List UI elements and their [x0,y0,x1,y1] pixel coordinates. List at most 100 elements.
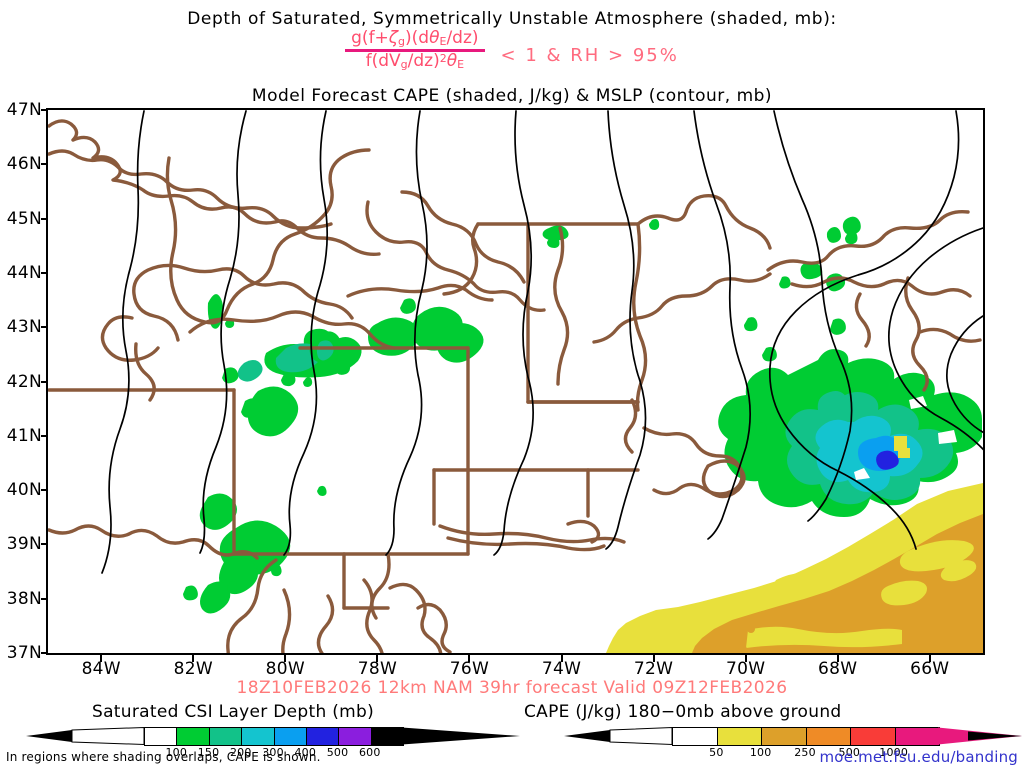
csi-layer-depth-swatch-1[interactable] [176,728,209,745]
csi-patch-erie-s [281,373,296,387]
csi-offshore-blue-400 [876,450,899,470]
csi-layer-depth-swatch-7[interactable] [370,728,403,745]
lat-tickmark [41,597,48,600]
cape-embedded-block [894,436,907,451]
lat-tickmark [41,380,48,383]
csi-patch-ns-2 [826,227,841,243]
formula-block: g(f+ζg)(dθE/dz) f(dVg/dz)2θE < 1 & RH > … [0,29,1024,71]
lat-tick-47N: 47N [6,100,42,120]
map-graphics [48,110,983,653]
cape-swatch-4[interactable] [850,728,895,745]
mslp-contour-layer [101,110,983,574]
page-title: Depth of Saturated, Symmetrically Unstab… [187,9,837,29]
csi-patch-wv-n [257,544,268,555]
csi-colorbar[interactable] [144,727,404,746]
csi-layer-depth-tick-150: 150 [197,746,220,759]
csi-patch-wny-n [400,298,416,314]
lat-tickmark [41,109,48,111]
cape-pocket-yellow-3 [746,626,902,648]
lat-tickmark [41,434,48,437]
lat-tick-38N: 38N [6,588,42,609]
csi-layer-depth-tick-500: 500 [326,746,349,759]
cape-embedded-block-2 [898,448,910,458]
csi-wny-blob-1 [368,317,419,356]
cape-swatch-3[interactable] [805,728,850,745]
csi-nwpa-patch [241,398,261,418]
csi-layer-depth-swatch-2[interactable] [208,728,242,745]
lat-tickmark [41,217,48,220]
cape-pocket-yellow [881,580,927,606]
csi-lake-erie-teal-2 [237,360,263,382]
lat-tickmark [41,271,48,274]
csi-layer-depth-tick-100: 100 [165,746,188,759]
formula-condition: < 1 & RH > 95% [500,44,679,66]
csi-layer-depth-swatch-5[interactable] [305,728,339,745]
csi-patch-gom-5 [845,231,858,245]
map-canvas[interactable] [46,108,985,655]
lat-tickmark [41,326,48,329]
lon-tickmark [560,655,563,662]
lon-tickmark [744,655,747,662]
cape-pocket-yellow-5 [940,560,977,582]
cape-colorbar-ticklabels: 50 100 250 500 1000 [672,746,938,760]
lon-tick-78W: 78W [357,659,398,679]
csi-layer-depth-swatch-6[interactable] [338,728,371,745]
cape-tick-250: 250 [794,746,816,759]
csi-patch-gom-4 [754,422,767,436]
csi-patch-wv-w [183,585,198,601]
cape-tick-1000: 1000 [879,746,909,759]
lon-tickmark [284,655,287,662]
lat-tick-42N: 42N [6,371,42,392]
lat-tick-46N: 46N [6,154,42,175]
lon-tickmark [100,655,103,662]
csi-patch-gom-3 [762,347,777,362]
cape-swatch-1[interactable] [716,728,761,745]
csi-hole [854,468,870,480]
cape-speck-2 [699,640,707,648]
lon-tickmark [928,655,931,662]
csi-lake-erie-teal-3 [316,340,334,361]
lon-tickmark [192,655,195,662]
lon-tick-68W: 68W [818,659,858,679]
csi-patch-wv-e [227,581,238,593]
forecast-stamp: 18Z10FEB2026 12km NAM 39hr forecast Vali… [236,678,788,698]
csi-patch-gom-2 [830,318,846,335]
lon-tickmark [836,655,839,662]
legend-title-cape: CAPE (J/kg) 180−0mb above ground [524,702,842,722]
lat-tick-37N: 37N [6,643,42,663]
csi-patch-ns-3 [826,273,846,292]
lon-tick-82W: 82W [173,659,213,679]
csi-wv-blob-4 [200,581,231,614]
source-url[interactable]: moe.met.fsu.edu/banding [819,748,1018,766]
lat-tick-40N: 40N [6,480,42,501]
lon-tickmark [652,655,655,662]
csi-layer-depth-swatch-0[interactable] [145,728,177,745]
csi-nwpa-blob [247,386,299,437]
csi-patch-ontario [649,219,660,230]
csi-patch-erie-s2 [303,377,313,387]
csi-layer-depth-tick-400: 400 [294,746,317,759]
csi-layer-depth-swatch-4[interactable] [273,728,306,745]
lat-tickmark [41,489,48,492]
cape-colorbar[interactable] [672,727,940,746]
csi-patch-ns-1 [842,216,861,235]
csi-colorbar-arrow-right [402,727,520,745]
csi-layer-depth-tick-600: 600 [358,746,381,759]
lat-tickmark [41,652,48,654]
csi-patch-ns-4 [800,261,823,280]
lon-tick-70W: 70W [725,659,766,679]
lon-tickmark [468,655,471,662]
csi-layer-depth-swatch-3[interactable] [241,728,274,745]
csi-vt-qc-patch2 [547,236,560,248]
cape-tick-100: 100 [749,746,772,759]
lon-tick-72W: 72W [633,659,674,679]
cape-swatch-0[interactable] [673,728,717,745]
lat-tick-39N: 39N [6,534,42,555]
cape-swatch-2[interactable] [761,728,806,745]
lat-tick-44N: 44N [6,262,42,283]
lon-tick-84W: 84W [81,659,121,679]
cape-swatch-5[interactable] [894,728,939,745]
cape-speck [747,625,755,633]
overlap-note: In regions where shading overlaps, CAPE … [6,750,321,764]
lon-tick-74W: 74W [541,659,582,679]
